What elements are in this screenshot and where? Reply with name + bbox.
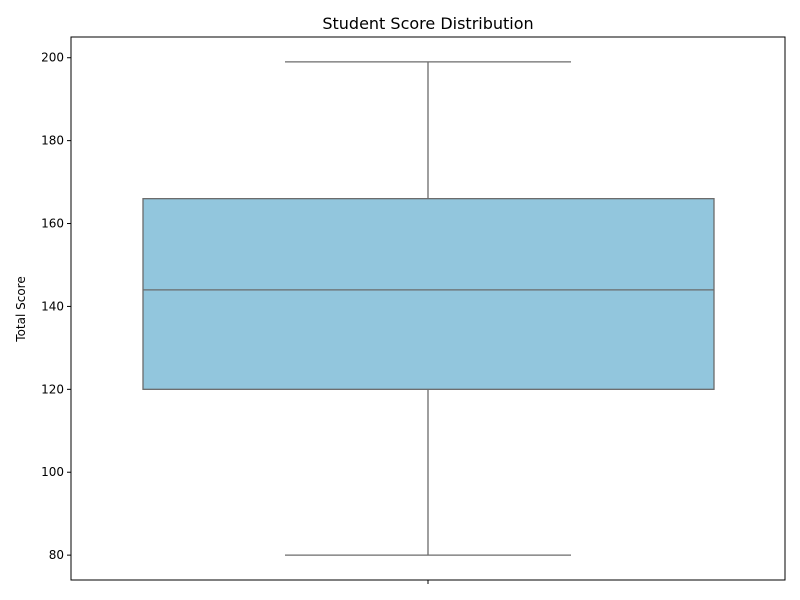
y-tick-label: 140 (41, 299, 64, 313)
chart-title: Student Score Distribution (322, 14, 533, 33)
y-tick-label: 180 (41, 134, 64, 148)
y-axis-label: Total Score (14, 276, 28, 342)
interquartile-box (142, 198, 715, 390)
y-tick-label: 120 (41, 382, 64, 396)
y-tick-label: 160 (41, 217, 64, 231)
y-tick-label: 80 (49, 548, 64, 562)
plot-frame (70, 36, 786, 581)
y-axis-ticks: 80 100 120 140 160 180 200 (41, 51, 71, 562)
y-tick-label: 200 (41, 51, 64, 65)
y-tick-label: 100 (41, 465, 64, 479)
box-plot (142, 61, 715, 556)
